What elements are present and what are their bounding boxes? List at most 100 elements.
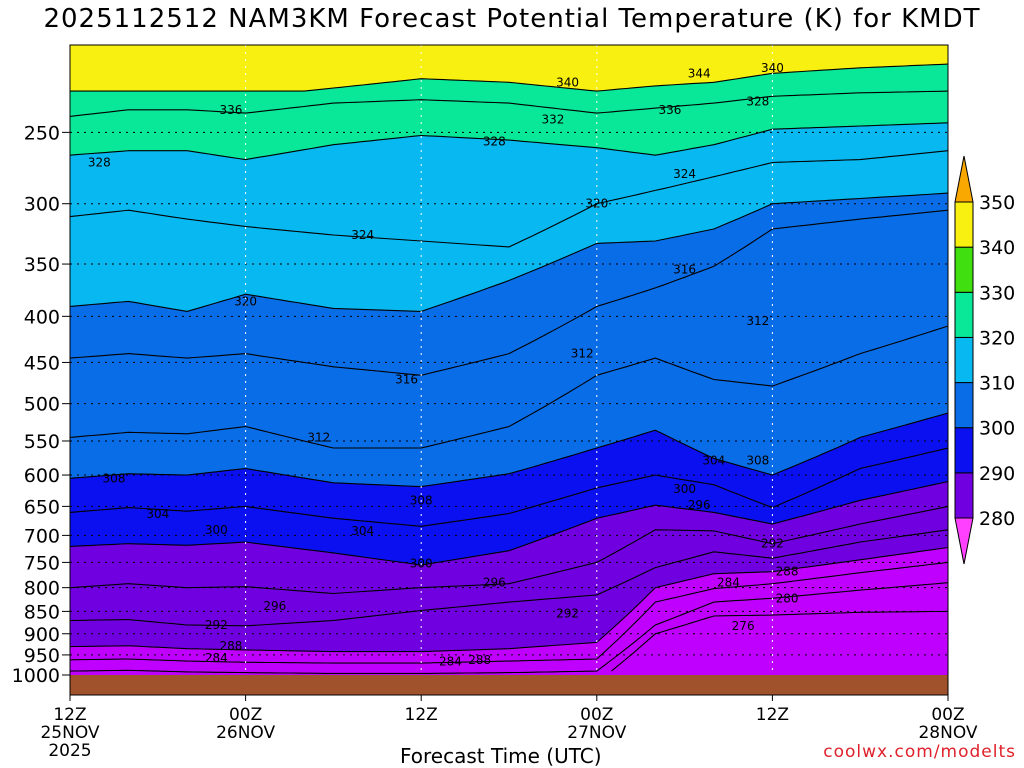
contour-280 xyxy=(70,582,948,674)
y-tick-label: 800 xyxy=(24,578,60,600)
x-tick-label: 25NOV xyxy=(40,723,99,743)
y-tick-label: 1000 xyxy=(12,665,60,687)
contour-label: 336 xyxy=(659,103,682,117)
contour-304 xyxy=(70,447,948,527)
x-tick-label: 12Z xyxy=(756,705,789,725)
colorbar-segment xyxy=(954,291,974,338)
x-axis-title: Forecast Time (UTC) xyxy=(400,744,602,768)
contour-276 xyxy=(611,610,948,672)
colorbar-label: 330 xyxy=(979,282,1015,304)
contour-label: 300 xyxy=(410,556,433,570)
x-tick-label: 28NOV xyxy=(918,723,977,743)
ground-strip xyxy=(70,675,948,695)
y-tick-label: 750 xyxy=(24,552,60,574)
contour-292 xyxy=(70,529,948,627)
contour-label: 328 xyxy=(483,135,506,149)
x-tick-label: 12Z xyxy=(405,705,438,725)
contour-label: 292 xyxy=(205,618,228,632)
contour-label: 336 xyxy=(220,103,243,117)
contour-label: 292 xyxy=(761,537,784,551)
y-tick-label: 300 xyxy=(24,194,60,216)
plot-frame xyxy=(69,44,949,696)
contour-label: 296 xyxy=(483,576,506,590)
y-tick-label: 400 xyxy=(24,306,60,328)
contour-label: 288 xyxy=(220,639,243,653)
y-axis: 2503003504004505005506006507007508008509… xyxy=(12,122,70,687)
contour-316 xyxy=(70,209,948,376)
x-tick-label: 26NOV xyxy=(216,723,275,743)
contour-label: 344 xyxy=(688,66,711,80)
y-tick-label: 950 xyxy=(24,645,60,667)
contour-label: 296 xyxy=(263,599,286,613)
colorbar-segment xyxy=(954,427,974,474)
contour-label: 312 xyxy=(571,347,594,361)
contour-label: 284 xyxy=(205,651,228,665)
grid-lines xyxy=(70,45,948,675)
x-tick-label: 27NOV xyxy=(567,723,626,743)
contour-288 xyxy=(70,546,948,653)
contour-320 xyxy=(70,192,948,312)
y-tick-label: 550 xyxy=(24,431,60,453)
chart-title: 2025112512 NAM3KM Forecast Potential Tem… xyxy=(43,4,981,34)
colorbar-label: 280 xyxy=(979,508,1015,530)
contour-label: 324 xyxy=(673,167,696,181)
contour-324 xyxy=(70,150,948,248)
contour-label: 296 xyxy=(688,498,711,512)
colorbar-segment xyxy=(954,382,974,429)
y-tick-label: 900 xyxy=(24,624,60,646)
contour-label: 320 xyxy=(585,197,608,211)
contour-label: 284 xyxy=(717,576,740,590)
colorbar-bottom-arrow xyxy=(954,517,974,565)
contour-label: 340 xyxy=(761,61,784,75)
x-tick-label: 00Z xyxy=(229,705,262,725)
colorbar-label: 340 xyxy=(979,237,1015,259)
x-tick-label: 00Z xyxy=(931,705,964,725)
contour-label: 312 xyxy=(307,430,330,444)
contour-label: 312 xyxy=(746,314,769,328)
contour-label: 332 xyxy=(541,113,564,127)
contour-label: 316 xyxy=(395,372,418,386)
colorbar-label: 350 xyxy=(979,192,1015,214)
contour-labels: 340 344 340 336 336 328 332 328 328 324 320 324 316 3… xyxy=(88,61,799,669)
contour-label: 288 xyxy=(468,653,491,667)
y-tick-label: 850 xyxy=(24,601,60,623)
colorbar: 280 290 300 310 320 330 340 350 xyxy=(954,155,1015,565)
contour-300 xyxy=(70,480,948,566)
contour-308 xyxy=(70,412,948,488)
colorbar-label: 290 xyxy=(979,463,1015,485)
contour-label: 284 xyxy=(439,654,462,668)
x-tick-label: 12Z xyxy=(53,705,86,725)
contour-312 xyxy=(70,325,948,449)
contour-label: 316 xyxy=(673,263,696,277)
y-tick-label: 600 xyxy=(24,465,60,487)
y-tick-label: 350 xyxy=(24,254,60,276)
contour-label: 292 xyxy=(556,607,579,621)
y-tick-label: 500 xyxy=(24,394,60,416)
colorbar-segment xyxy=(954,201,974,248)
x-tick-label: 2025 xyxy=(48,741,91,761)
colorbar-label: 300 xyxy=(979,418,1015,440)
contour-label: 276 xyxy=(732,619,755,633)
contour-label: 304 xyxy=(146,507,169,521)
contour-296 xyxy=(70,505,948,595)
contour-label: 288 xyxy=(776,565,799,579)
contour-label: 308 xyxy=(746,453,769,467)
colorbar-label: 310 xyxy=(979,373,1015,395)
band-below-276 xyxy=(611,611,948,675)
contour-label: 280 xyxy=(776,592,799,606)
contour-label: 304 xyxy=(702,453,725,467)
contour-label: 300 xyxy=(673,482,696,496)
x-tick-label: 00Z xyxy=(580,705,613,725)
y-tick-label: 250 xyxy=(24,122,60,144)
contour-lines xyxy=(70,63,948,674)
contour-336 xyxy=(70,90,948,117)
contour-284 xyxy=(70,561,948,664)
colorbar-segment xyxy=(954,336,974,384)
y-tick-label: 700 xyxy=(24,525,60,547)
y-tick-label: 450 xyxy=(24,352,60,374)
credit-text: coolwx.com/modelts xyxy=(823,742,1016,762)
contour-340 xyxy=(70,63,948,92)
colorbar-segment xyxy=(954,246,974,293)
contour-328 xyxy=(70,122,948,161)
